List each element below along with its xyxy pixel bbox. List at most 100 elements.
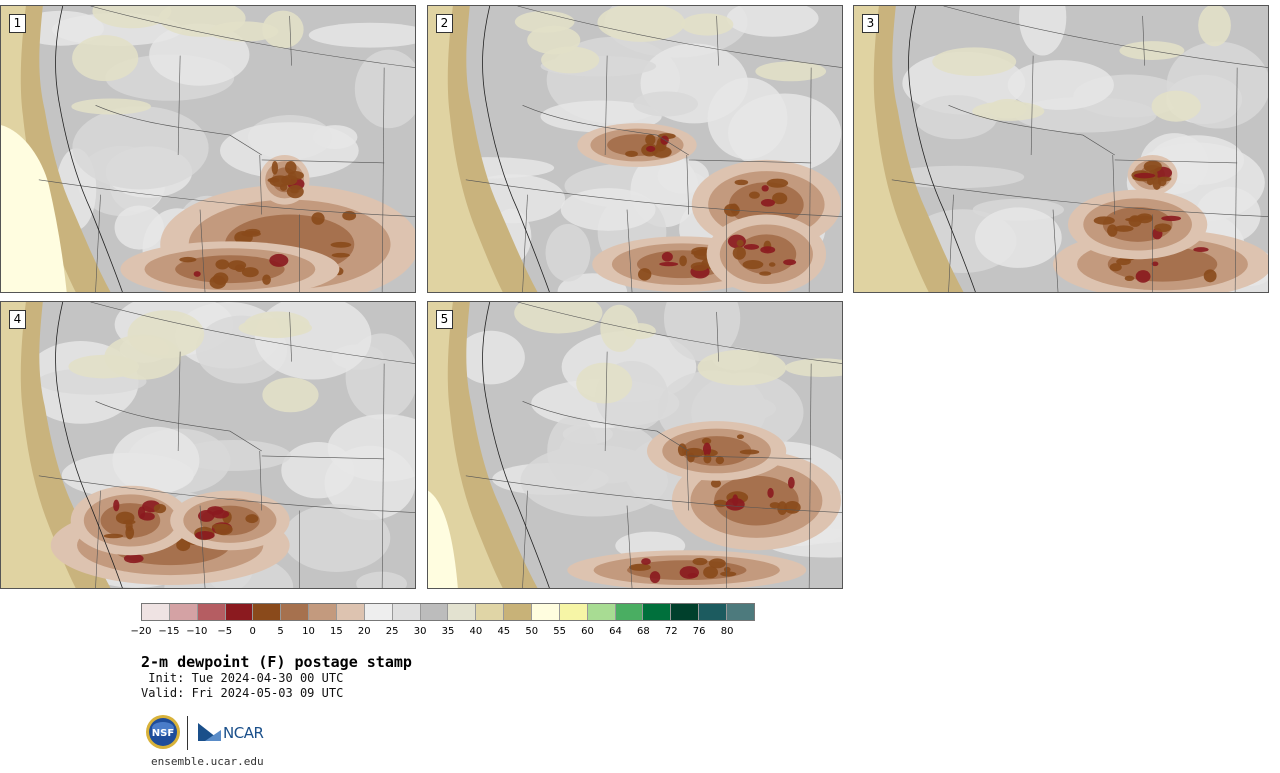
- moisture-area: [681, 13, 734, 36]
- dry-air-area: [1093, 216, 1115, 225]
- state-border: [517, 302, 842, 364]
- moisture-area: [597, 6, 685, 42]
- dry-air-area: [207, 506, 224, 515]
- dry-air-area: [113, 499, 120, 512]
- dry-air-area: [342, 210, 357, 221]
- moisture-area: [514, 302, 603, 334]
- moisture-area: [932, 47, 1017, 76]
- dry-air-area: [1124, 275, 1135, 281]
- map-panel-2: 2: [427, 5, 843, 293]
- colorbar-tick-label: 20: [357, 626, 371, 637]
- dry-air-area: [194, 531, 215, 540]
- state-border: [517, 6, 842, 68]
- panel-number: 4: [9, 310, 26, 329]
- dry-air-area: [713, 499, 728, 508]
- colorbar-swatch: [559, 604, 588, 620]
- moisture-area: [68, 354, 140, 379]
- dry-air-area: [730, 203, 739, 213]
- dry-air-area: [241, 267, 259, 278]
- panel-number: 1: [9, 14, 26, 33]
- dry-air-area: [727, 234, 746, 249]
- moisture-area: [356, 571, 407, 588]
- dry-air-area: [281, 175, 298, 186]
- dry-air-area: [646, 145, 656, 152]
- colorbar-tick-label: 15: [329, 626, 343, 637]
- state-border: [716, 15, 719, 66]
- nsf-logo-text: NSF: [152, 728, 174, 739]
- colorbar-swatch: [337, 604, 365, 620]
- dry-air-area: [761, 185, 769, 192]
- dry-air-area: [661, 251, 673, 262]
- colorbar-tick-label: 30: [413, 626, 427, 637]
- state-border: [716, 311, 719, 362]
- dry-air-area: [1203, 269, 1217, 283]
- moisture-area: [262, 10, 304, 49]
- init-time: Init: Tue 2024-04-30 00 UTC: [141, 671, 344, 685]
- plot-title: 2-m dewpoint (F) postage stamp: [141, 653, 412, 671]
- dry-air-area: [787, 476, 795, 489]
- moisture-area: [114, 205, 164, 250]
- dry-air-area: [734, 179, 749, 186]
- state-border: [1234, 67, 1238, 292]
- moisture-area: [1198, 6, 1231, 47]
- dry-air-area: [715, 456, 725, 465]
- moisture-area: [238, 318, 313, 338]
- colorbar-swatch: [727, 604, 754, 620]
- state-border: [1052, 209, 1059, 292]
- state-border: [177, 351, 181, 451]
- dry-air-area: [1113, 225, 1134, 232]
- dry-air-area: [215, 259, 230, 270]
- state-border: [381, 67, 385, 292]
- colorbar-swatch: [671, 604, 700, 620]
- dry-air-area: [629, 563, 651, 571]
- dry-air-area: [212, 272, 229, 285]
- dry-air-area: [743, 244, 760, 250]
- state-border: [381, 363, 385, 588]
- moisture-area: [354, 49, 415, 129]
- colorbar-swatch: [253, 604, 282, 620]
- panel-number: 2: [436, 14, 453, 33]
- moisture-area: [755, 61, 827, 82]
- moisture-area: [974, 207, 1062, 268]
- colorbar-swatch: [643, 604, 672, 620]
- coastline: [908, 6, 976, 292]
- dry-air-area: [768, 262, 776, 267]
- dry-air-area: [641, 558, 651, 565]
- colorbar-tick-label: −20: [130, 626, 152, 637]
- colorbar-swatch: [504, 604, 533, 620]
- state-border: [522, 490, 528, 588]
- dry-air-area: [703, 454, 712, 464]
- dry-air-area: [269, 253, 289, 267]
- dry-air-area: [637, 268, 652, 281]
- moisture-area: [1007, 60, 1114, 110]
- dry-air-area: [271, 161, 279, 175]
- state-border: [626, 505, 633, 588]
- site-url[interactable]: ensemble.ucar.edu: [151, 755, 264, 768]
- dry-air-area: [123, 519, 136, 525]
- colorbar-swatch: [392, 604, 421, 620]
- dry-air-area: [742, 260, 764, 270]
- dry-air-area: [692, 557, 708, 566]
- moisture-area: [308, 22, 415, 48]
- state-border: [289, 15, 292, 66]
- dry-air-area: [766, 178, 789, 188]
- dry-air-area: [649, 571, 661, 584]
- dry-air-area: [279, 183, 288, 191]
- dry-air-area: [123, 553, 144, 564]
- colorbar-tick-label: 76: [692, 626, 706, 637]
- state-border: [686, 450, 690, 511]
- state-border: [259, 154, 263, 215]
- dry-air-area: [767, 487, 774, 498]
- dry-air-area: [760, 198, 775, 207]
- dry-air-area: [736, 239, 744, 247]
- dry-air-area: [214, 523, 233, 536]
- moisture-area: [707, 77, 788, 160]
- dewpoint-map: [1, 302, 415, 588]
- dewpoint-map: [854, 6, 1268, 292]
- moisture-area: [663, 302, 741, 362]
- dry-air-area: [1154, 223, 1172, 233]
- colorbar-tick-label: 68: [636, 626, 650, 637]
- moisture-area: [1151, 90, 1201, 122]
- state-border: [261, 159, 385, 164]
- colorbar-swatch: [587, 604, 616, 620]
